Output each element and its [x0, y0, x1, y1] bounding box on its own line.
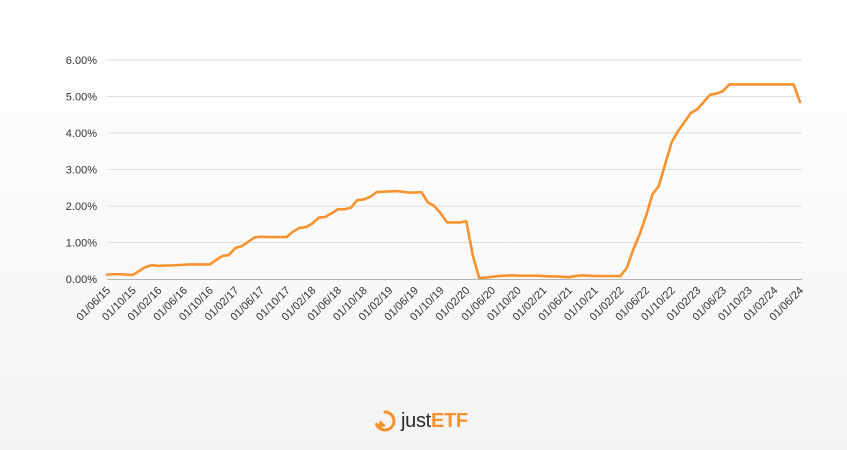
y-tick-label: 4.00% [66, 128, 97, 140]
y-axis-ticks: 0.00% 1.00% 2.00% 3.00% 4.00% 5.00% 6.00% [66, 55, 97, 286]
logo-etf-text: ETF [430, 410, 468, 432]
justetf-logo-icon [375, 410, 396, 432]
y-tick-label: 5.00% [66, 92, 97, 104]
y-tick-label: 2.00% [66, 201, 97, 213]
grid-lines [107, 59, 802, 243]
yield-series-line [105, 83, 802, 280]
x-axis-ticks: 01/06/1501/10/1501/02/1601/06/1601/10/16… [74, 285, 806, 324]
justetf-logo[interactable]: justETF [373, 409, 468, 433]
y-tick-label: 6.00% [66, 55, 97, 67]
logo-wordmark: justETF [401, 411, 468, 431]
y-tick-label: 3.00% [66, 165, 97, 177]
y-tick-label: 1.00% [66, 238, 97, 250]
logo-just-text: just [401, 410, 431, 432]
y-tick-label: 0.00% [66, 274, 97, 286]
line-chart: 0.00% 1.00% 2.00% 3.00% 4.00% 5.00% 6.00% 01/0… [66, 55, 806, 324]
